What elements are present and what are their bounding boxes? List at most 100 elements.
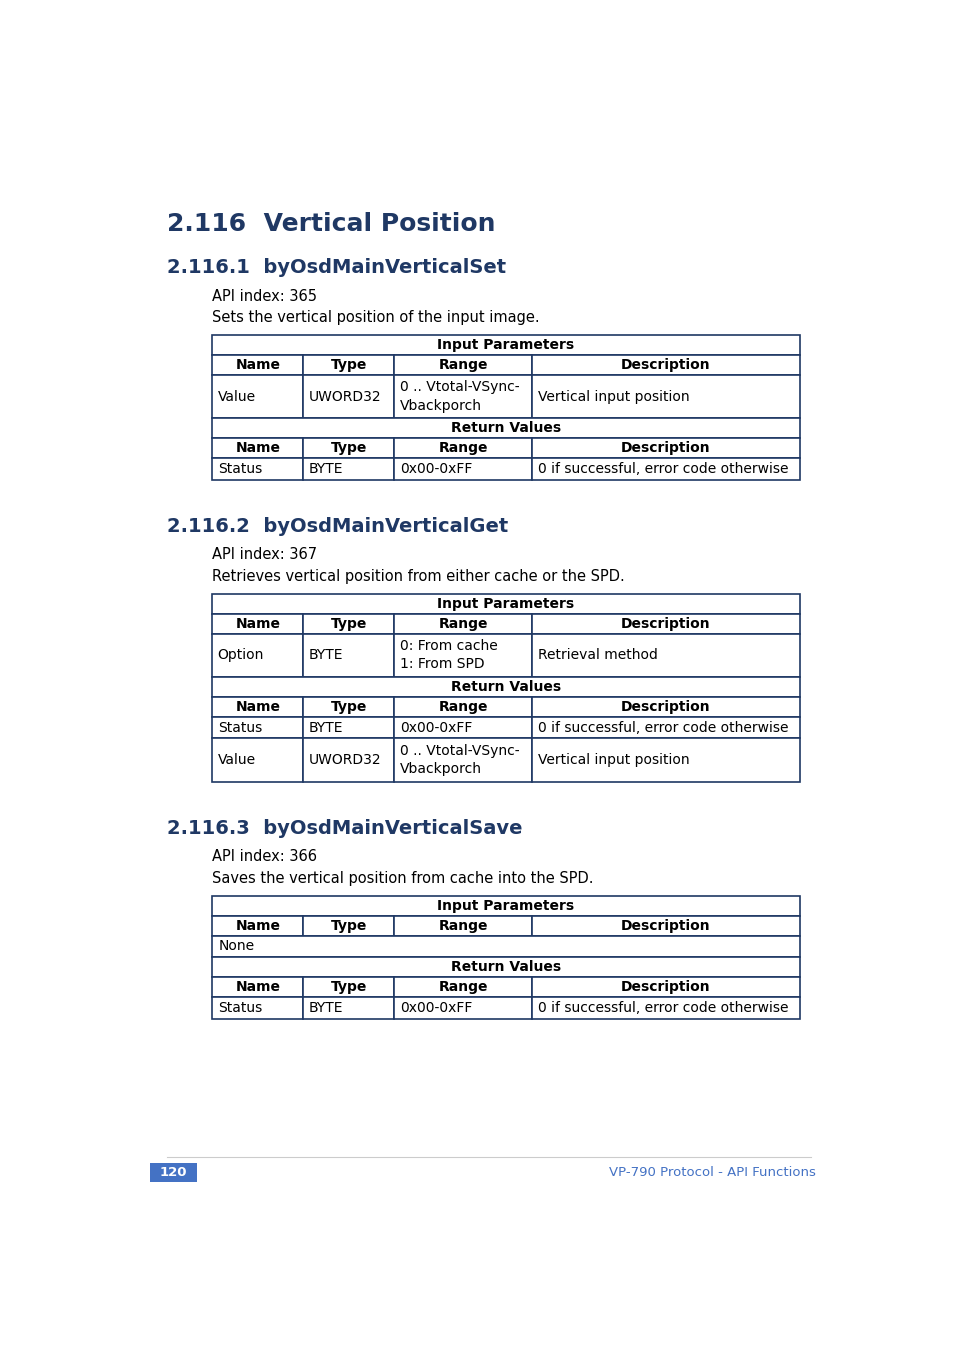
Text: Value: Value <box>217 390 255 403</box>
Text: Name: Name <box>235 441 280 455</box>
Text: 2.116  Vertical Position: 2.116 Vertical Position <box>167 211 496 236</box>
Bar <box>532 613 799 634</box>
Bar <box>394 997 532 1018</box>
Text: Saves the vertical position from cache into the SPD.: Saves the vertical position from cache i… <box>212 871 593 886</box>
Bar <box>532 997 799 1018</box>
Bar <box>532 697 799 716</box>
Bar <box>394 716 532 738</box>
Bar <box>212 439 303 458</box>
Text: Description: Description <box>620 700 710 714</box>
Bar <box>532 439 799 458</box>
Text: Value: Value <box>217 753 255 766</box>
Bar <box>212 634 303 677</box>
Text: Input Parameters: Input Parameters <box>437 899 574 913</box>
Text: 2.116.2  byOsdMainVerticalGet: 2.116.2 byOsdMainVerticalGet <box>167 517 508 536</box>
Text: BYTE: BYTE <box>309 720 343 735</box>
Bar <box>212 334 799 355</box>
Text: Sets the vertical position of the input image.: Sets the vertical position of the input … <box>212 310 539 325</box>
Text: Name: Name <box>235 918 280 933</box>
Bar <box>212 677 799 697</box>
Bar <box>212 375 303 418</box>
Text: Range: Range <box>438 616 488 631</box>
Text: Type: Type <box>331 441 367 455</box>
Text: Input Parameters: Input Parameters <box>437 338 574 352</box>
Bar <box>303 375 394 418</box>
Text: Return Values: Return Values <box>451 960 560 974</box>
Text: Type: Type <box>331 700 367 714</box>
Bar <box>212 738 303 781</box>
Text: Status: Status <box>217 462 262 477</box>
Bar <box>394 458 532 479</box>
Text: 0 .. Vtotal-VSync-
Vbackporch: 0 .. Vtotal-VSync- Vbackporch <box>399 380 518 413</box>
Bar <box>212 936 799 957</box>
Bar <box>532 978 799 997</box>
Bar <box>303 997 394 1018</box>
Text: Range: Range <box>438 980 488 994</box>
Bar <box>394 439 532 458</box>
Text: 0x00-0xFF: 0x00-0xFF <box>399 1001 472 1016</box>
Bar <box>212 697 303 716</box>
Bar <box>212 418 799 439</box>
Text: Description: Description <box>620 616 710 631</box>
Bar <box>212 997 303 1018</box>
Text: Name: Name <box>235 980 280 994</box>
Text: Status: Status <box>217 1001 262 1016</box>
Text: Range: Range <box>438 357 488 372</box>
Text: UWORD32: UWORD32 <box>309 390 381 403</box>
Text: Description: Description <box>620 918 710 933</box>
Bar <box>303 716 394 738</box>
Bar <box>303 738 394 781</box>
Text: Type: Type <box>331 918 367 933</box>
Text: Vertical input position: Vertical input position <box>537 390 689 403</box>
Text: Name: Name <box>235 357 280 372</box>
Bar <box>394 738 532 781</box>
Text: Description: Description <box>620 980 710 994</box>
Bar <box>532 355 799 375</box>
Bar <box>303 439 394 458</box>
Text: Type: Type <box>331 980 367 994</box>
Text: 0 if successful, error code otherwise: 0 if successful, error code otherwise <box>537 462 787 477</box>
Bar <box>212 957 799 978</box>
Bar <box>394 613 532 634</box>
Bar <box>394 978 532 997</box>
Bar <box>394 375 532 418</box>
Bar <box>303 634 394 677</box>
Text: Range: Range <box>438 918 488 933</box>
Text: VP-790 Protocol - API Functions: VP-790 Protocol - API Functions <box>608 1166 815 1179</box>
Text: 0x00-0xFF: 0x00-0xFF <box>399 462 472 477</box>
Bar <box>303 915 394 936</box>
Text: Description: Description <box>620 441 710 455</box>
Text: BYTE: BYTE <box>309 649 343 662</box>
Bar <box>394 697 532 716</box>
Text: Status: Status <box>217 720 262 735</box>
Bar <box>212 593 799 613</box>
Text: Range: Range <box>438 441 488 455</box>
Bar <box>212 458 303 479</box>
Text: Retrieves vertical position from either cache or the SPD.: Retrieves vertical position from either … <box>212 569 624 584</box>
Bar <box>212 895 799 915</box>
Text: 2.116.3  byOsdMainVerticalSave: 2.116.3 byOsdMainVerticalSave <box>167 819 522 838</box>
Text: Return Values: Return Values <box>451 421 560 435</box>
Bar <box>212 716 303 738</box>
Bar <box>303 458 394 479</box>
Text: Description: Description <box>620 357 710 372</box>
Text: Return Values: Return Values <box>451 680 560 693</box>
Bar <box>532 375 799 418</box>
Text: 0 if successful, error code otherwise: 0 if successful, error code otherwise <box>537 1001 787 1016</box>
Text: 2.116.1  byOsdMainVerticalSet: 2.116.1 byOsdMainVerticalSet <box>167 259 506 278</box>
Text: Retrieval method: Retrieval method <box>537 649 657 662</box>
Text: Vertical input position: Vertical input position <box>537 753 689 766</box>
Bar <box>394 915 532 936</box>
Text: 0: From cache
1: From SPD: 0: From cache 1: From SPD <box>399 639 497 672</box>
Text: Type: Type <box>331 616 367 631</box>
Text: Option: Option <box>217 649 264 662</box>
Text: BYTE: BYTE <box>309 1001 343 1016</box>
Bar <box>532 458 799 479</box>
Bar <box>303 355 394 375</box>
Bar <box>212 915 303 936</box>
Bar <box>212 355 303 375</box>
Text: UWORD32: UWORD32 <box>309 753 381 766</box>
Bar <box>394 355 532 375</box>
Text: Input Parameters: Input Parameters <box>437 597 574 611</box>
Text: Type: Type <box>331 357 367 372</box>
